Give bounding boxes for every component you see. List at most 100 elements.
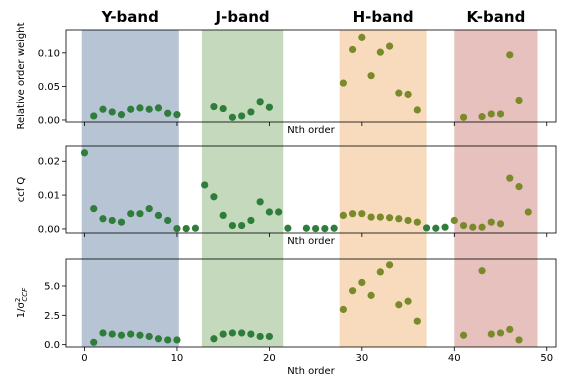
data-point [99, 329, 107, 337]
data-point [256, 198, 264, 206]
data-point [376, 48, 384, 56]
panel-3: 0.0 2.5 5.0 0 10 20 30 40 50 1/σ2CCF [14, 258, 557, 364]
data-point [376, 213, 384, 221]
data-point [339, 305, 347, 314]
data-point [164, 336, 172, 344]
panel-x-label: Nth order [287, 236, 335, 247]
data-point [302, 224, 310, 232]
x-axis-label: Nth order [287, 366, 335, 377]
band-label-k-band: K-band [466, 8, 525, 26]
data-point [265, 103, 273, 111]
y-tick-label: 0.10 [38, 48, 60, 59]
panel-frame [65, 145, 557, 234]
data-point [404, 90, 412, 99]
data-point [256, 98, 264, 106]
band-region-j-band [201, 30, 284, 347]
data-point [506, 325, 514, 333]
band-label-j-band: J-band [215, 8, 270, 26]
data-point [496, 110, 505, 118]
data-point [275, 208, 283, 216]
data-point [284, 224, 292, 232]
data-point [312, 224, 320, 233]
data-point [238, 112, 246, 120]
data-point [487, 330, 495, 338]
data-point [395, 89, 403, 97]
data-point [385, 214, 394, 222]
data-point [413, 106, 421, 114]
data-point [265, 208, 273, 216]
y-tick-label: 0.00 [38, 224, 60, 235]
y-axis-label: ccf Q [16, 177, 27, 203]
data-point [127, 330, 135, 338]
panel-1: 0.00 0.05 0.10 Nth order Relative order weig… [16, 22, 557, 136]
y-tick-label: 2.5 [44, 311, 60, 322]
data-point [265, 332, 273, 341]
data-point [145, 105, 153, 113]
data-point [506, 51, 514, 59]
x-tick-label: 40 [448, 353, 461, 364]
data-point [247, 330, 255, 338]
data-point [506, 174, 514, 182]
data-point [487, 110, 495, 118]
data-point [395, 301, 403, 309]
data-point [496, 329, 505, 337]
data-point [339, 79, 347, 87]
y-tick-label: 0.0 [44, 340, 60, 351]
data-point [228, 221, 237, 230]
data-point [90, 112, 98, 120]
data-point [247, 216, 255, 225]
data-point [145, 205, 153, 213]
data-point [164, 216, 172, 225]
data-point [117, 218, 126, 226]
data-point [210, 102, 218, 111]
data-point [376, 268, 384, 276]
data-point [80, 149, 89, 157]
y-tick-label: 0.02 [38, 157, 60, 168]
data-point [422, 224, 431, 232]
data-point [478, 113, 486, 121]
band-labels: Y-band J-band H-band K-band [101, 8, 526, 26]
data-point [219, 211, 227, 219]
data-point [145, 332, 153, 341]
band-region-h-band [339, 30, 427, 347]
data-point [228, 329, 237, 337]
data-point [219, 330, 227, 338]
data-point [395, 215, 403, 223]
data-point [404, 216, 412, 225]
data-point [459, 113, 468, 121]
data-point [404, 297, 412, 305]
data-point [367, 72, 375, 80]
data-point [127, 105, 135, 113]
data-point [367, 213, 375, 221]
data-point [173, 224, 181, 233]
data-point [247, 108, 255, 116]
data-point [385, 42, 394, 50]
data-point [432, 224, 440, 232]
data-point [321, 224, 329, 233]
data-point [99, 215, 107, 223]
data-point [191, 224, 200, 232]
data-point [358, 210, 366, 218]
y-axis-label: Relative order weight [16, 22, 27, 129]
y-axis-label: 1/σ2CCF [14, 287, 29, 318]
data-point [413, 218, 421, 226]
y-tick-label: 0.00 [38, 115, 60, 126]
data-point [136, 104, 144, 112]
data-point [469, 223, 477, 231]
data-point [154, 104, 163, 112]
band-label-y-band: Y-band [101, 8, 159, 26]
data-point [108, 330, 116, 338]
y-tick-label: 0.01 [38, 191, 60, 202]
data-point [99, 105, 107, 113]
data-point [136, 210, 144, 218]
data-point [413, 317, 421, 325]
data-point [524, 208, 532, 216]
data-point [201, 181, 209, 189]
data-point [358, 33, 366, 41]
data-point [210, 193, 218, 201]
data-point [515, 96, 523, 105]
data-point [238, 329, 246, 337]
data-point [496, 220, 505, 228]
y-tick-label: 0.05 [38, 82, 60, 93]
data-point [164, 109, 172, 117]
